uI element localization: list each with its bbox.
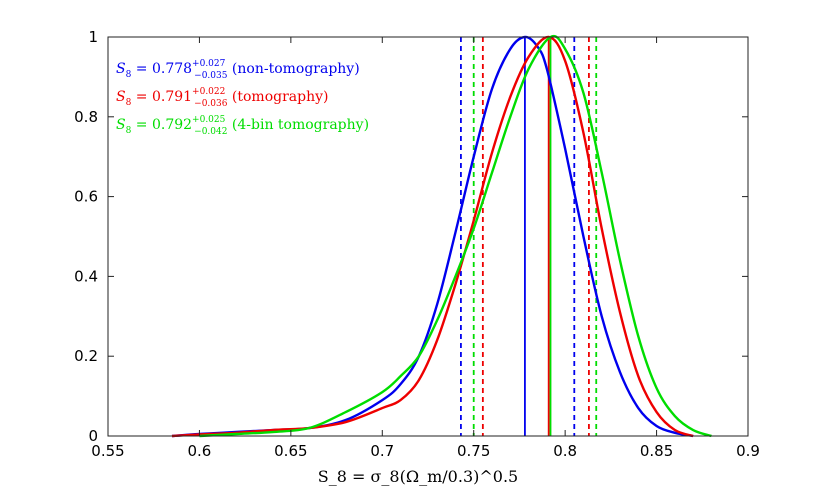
y-tick-label: 0.2 — [74, 347, 98, 365]
x-axis-title: S_8 = σ_8(Ω_m/0.3)^0.5 — [318, 467, 518, 486]
x-tick-label: 0.9 — [736, 442, 760, 460]
legend-entry-1: S8 = 0.791+0.022 −0.036 (tomography) — [116, 87, 329, 109]
x-tick-label: 0.8 — [553, 442, 577, 460]
x-tick-label: 0.65 — [274, 442, 307, 460]
series-layer — [171, 34, 712, 438]
x-tick-label: 0.7 — [370, 442, 394, 460]
x-tick-label: 0.6 — [187, 442, 211, 460]
plot-frame — [107, 36, 749, 437]
legend-entry-2: S8 = 0.792+0.025 −0.042 (4-bin tomography… — [116, 115, 369, 137]
y-tick-label: 0.6 — [74, 188, 98, 206]
y-tick-label: 0.8 — [74, 108, 98, 126]
axes-layer: 0.55 0.6 0.65 0.7 0.75 0.8 0.85 0.9 0 0.2 0.4 0.6 0.… — [74, 28, 760, 460]
y-tick-label: 1 — [88, 28, 98, 46]
x-tick-label: 0.85 — [640, 442, 673, 460]
y-tick-label: 0.4 — [74, 267, 98, 285]
series-2-curve — [199, 34, 712, 438]
y-tick-label: 0 — [88, 427, 98, 445]
x-tick-label: 0.75 — [457, 442, 490, 460]
legend-entry-0: S8 = 0.778+0.027 −0.035 (non-tomography) — [116, 59, 360, 81]
x-tick-label: 0.55 — [91, 442, 124, 460]
legend: S8 = 0.778+0.027 −0.035 (non-tomography) S… — [116, 59, 369, 137]
